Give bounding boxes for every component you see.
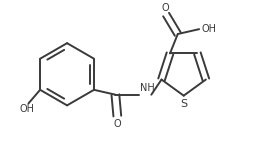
Text: OH: OH: [19, 104, 34, 114]
Text: O: O: [161, 3, 169, 13]
Text: S: S: [180, 99, 187, 109]
Text: NH: NH: [140, 83, 155, 93]
Text: O: O: [114, 119, 121, 129]
Text: OH: OH: [201, 24, 216, 34]
